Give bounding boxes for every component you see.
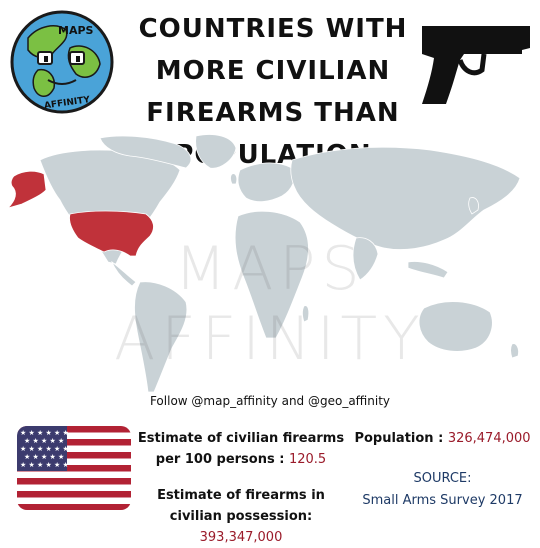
canada-arctic: [99, 135, 192, 169]
india-land: [352, 237, 379, 281]
handgun-icon: [416, 20, 534, 106]
us-flag-icon: ★ ★ ★ ★ ★ ★ ★ ★ ★ ★ ★ ★ ★ ★ ★ ★ ★ ★ ★ ★ …: [17, 426, 131, 510]
possession-stat: Estimate of firearms in civilian possess…: [136, 485, 346, 548]
svg-text:★ ★ ★ ★ ★ ★: ★ ★ ★ ★ ★ ★: [20, 445, 69, 453]
per-100-label: Estimate of civilian firearms per 100 pe…: [137, 431, 345, 467]
source-value: Small Arms Survey 2017: [362, 493, 523, 508]
se-asia-islands: [407, 261, 449, 279]
per-100-value: 120.5: [288, 452, 327, 467]
africa-land: [234, 210, 309, 339]
uk-ireland: [230, 173, 238, 185]
usa-highlight: [69, 210, 154, 257]
maps-affinity-logo: MAPS AFFINITY: [8, 8, 116, 116]
page-title: COUNTRIES WITH MORE CIVILIAN FIREARMS TH…: [138, 14, 408, 170]
logo-top-text: MAPS: [58, 24, 94, 37]
japan: [468, 197, 479, 215]
svg-text:★ ★ ★ ★ ★: ★ ★ ★ ★ ★: [24, 453, 64, 461]
possession-label: Estimate of firearms in civilian possess…: [157, 488, 325, 524]
world-map: [0, 130, 540, 400]
svg-text:★ ★ ★ ★ ★: ★ ★ ★ ★ ★: [24, 437, 64, 445]
south-america-land: [134, 281, 188, 393]
per-100-stat: Estimate of civilian firearms per 100 pe…: [136, 428, 346, 470]
svg-text:★ ★ ★ ★ ★ ★: ★ ★ ★ ★ ★ ★: [20, 461, 69, 469]
new-zealand: [510, 343, 519, 359]
follow-text: Follow @map_affinity and @geo_affinity: [149, 394, 391, 408]
australia-land: [418, 301, 493, 352]
possession-value: 393,347,000: [199, 530, 283, 545]
svg-text:★ ★ ★ ★ ★ ★: ★ ★ ★ ★ ★ ★: [20, 429, 69, 437]
globe-logo-icon: MAPS AFFINITY: [10, 10, 114, 114]
greenland: [195, 134, 237, 169]
population-value: 326,474,000: [447, 431, 531, 446]
madagascar: [302, 305, 310, 323]
source-label: SOURCE:: [413, 471, 472, 486]
population-label: Population :: [354, 431, 444, 446]
alaska-highlight: [6, 170, 47, 209]
europe-land: [237, 162, 295, 202]
asia-land: [290, 146, 521, 250]
population-stat: Population : 326,474,000: [350, 428, 535, 449]
source-block: SOURCE: Small Arms Survey 2017: [350, 468, 535, 512]
central-america: [111, 260, 137, 287]
